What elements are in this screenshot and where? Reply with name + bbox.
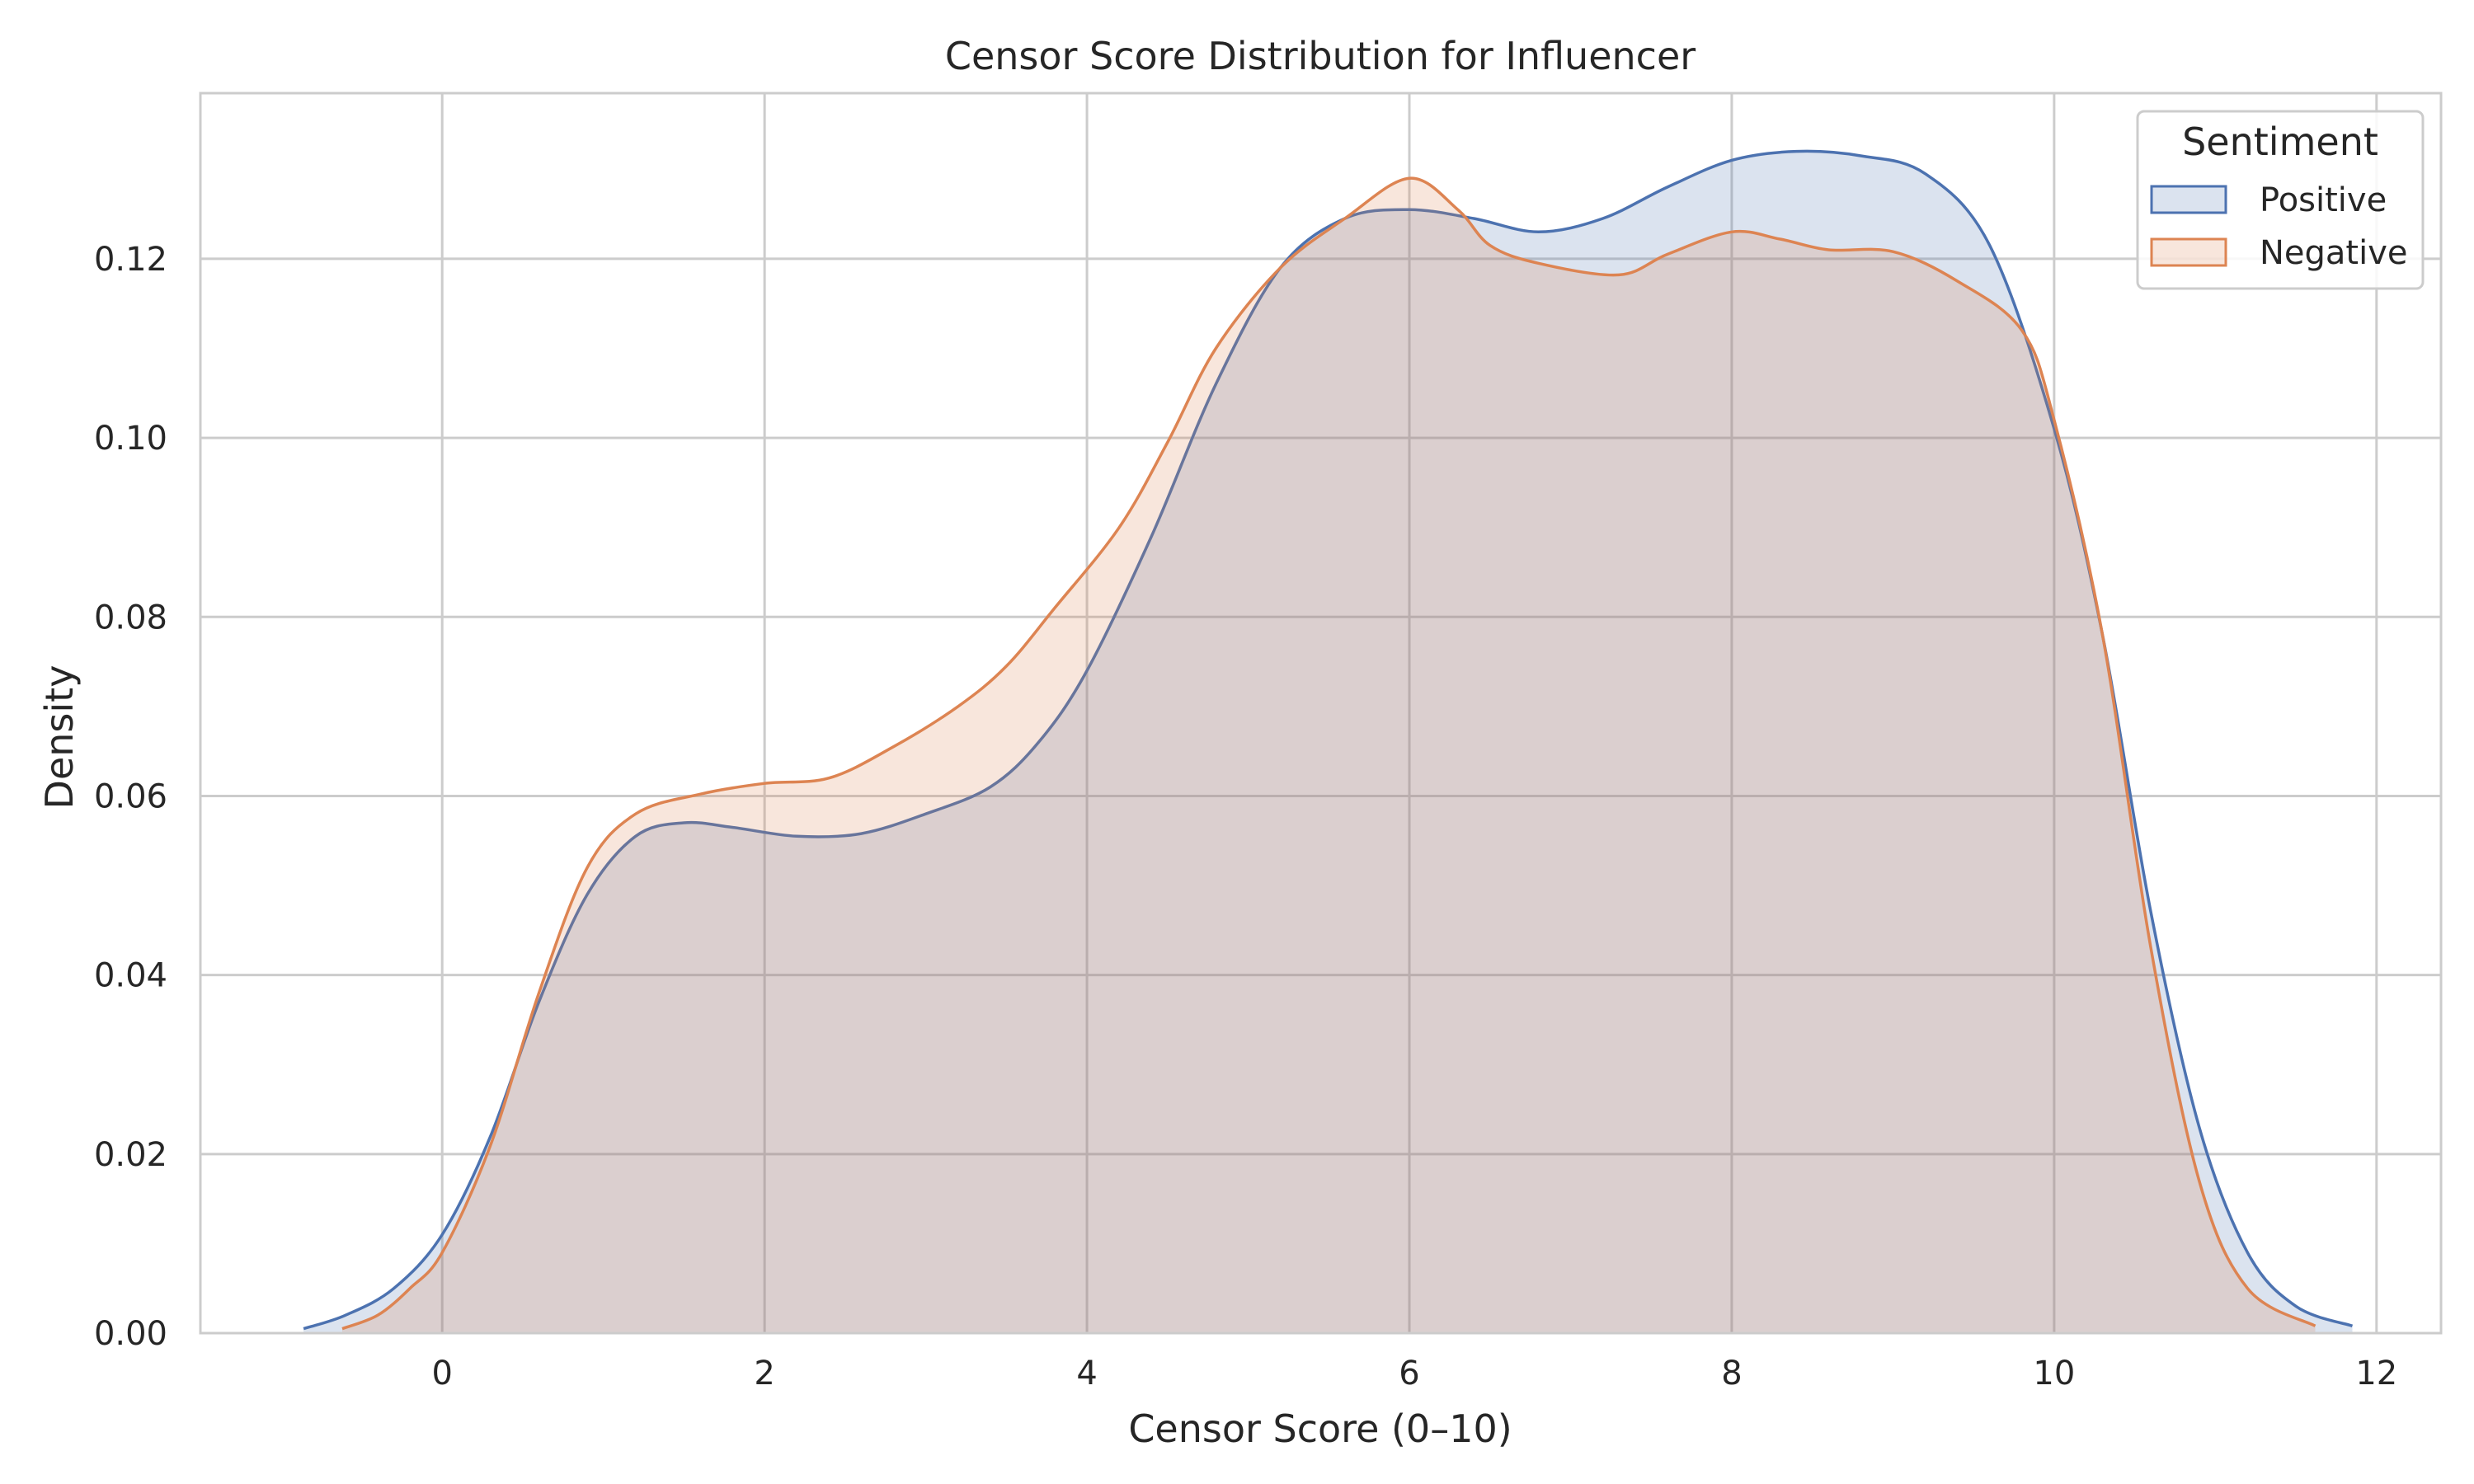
- x-tick-label: 2: [754, 1355, 774, 1392]
- x-tick-label: 10: [2033, 1355, 2075, 1392]
- y-tick-label: 0.04: [94, 957, 167, 995]
- density-area-negative: [342, 178, 2316, 1333]
- y-tick-label: 0.08: [94, 599, 167, 636]
- y-tick-label: 0.12: [94, 241, 167, 279]
- chart-title: Censor Score Distribution for Influencer: [945, 34, 1696, 78]
- y-tick-label: 0.06: [94, 777, 167, 815]
- y-tick-label: 0.00: [94, 1315, 167, 1353]
- y-tick-label: 0.02: [94, 1136, 167, 1174]
- legend-label-negative: Negative: [2260, 234, 2408, 272]
- density-line-negative: [341, 176, 2316, 1331]
- x-axis-label: Censor Score (0–10): [1128, 1407, 1512, 1451]
- density-areas: [303, 149, 2354, 1333]
- legend-swatch-positive: [2150, 185, 2227, 214]
- y-axis-ticks: 0.00 0.02 0.04 0.06 0.08 0.10 0.12: [94, 241, 167, 1353]
- y-axis-label: Density: [37, 665, 82, 810]
- plot-frame: [199, 92, 2443, 1335]
- x-tick-label: 12: [2355, 1355, 2397, 1392]
- x-tick-label: 4: [1076, 1355, 1097, 1392]
- y-tick-label: 0.10: [94, 420, 167, 458]
- x-axis-ticks: 0 2 4 6 8 10 12: [431, 1355, 2397, 1392]
- legend-label-positive: Positive: [2260, 181, 2387, 219]
- x-tick-label: 0: [431, 1355, 452, 1392]
- legend-swatch-negative: [2150, 237, 2227, 267]
- x-tick-label: 8: [1721, 1355, 1742, 1392]
- legend-box: [2136, 110, 2425, 290]
- x-tick-label: 6: [1399, 1355, 1419, 1392]
- density-area-positive: [303, 151, 2353, 1333]
- legend: Sentiment Positive Negative: [2136, 110, 2425, 290]
- legend-title: Sentiment: [2182, 120, 2378, 164]
